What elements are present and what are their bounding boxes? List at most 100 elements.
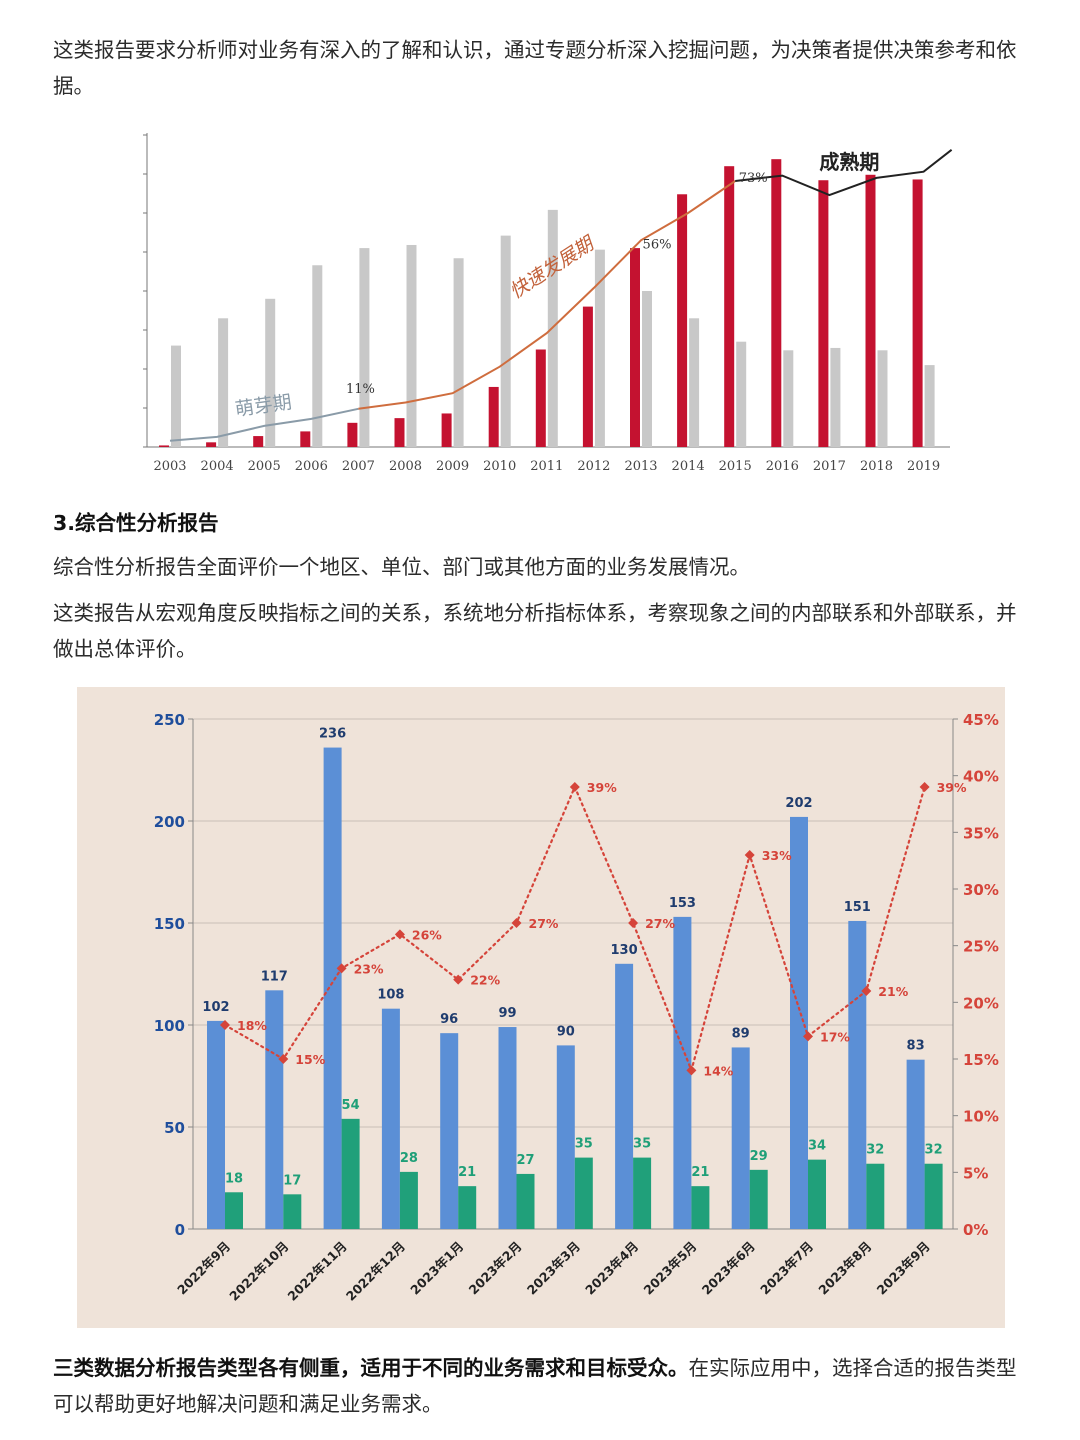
x-tick-label: 2023年9月: [874, 1239, 933, 1298]
bar-total-label: 236: [319, 727, 346, 742]
bar-sub-label: 32: [925, 1143, 943, 1158]
bar-gray-2006: [312, 265, 323, 447]
bar-sub-2023年5月: [691, 1186, 710, 1229]
rate-marker: [220, 1020, 230, 1030]
right-axis-tick: 15%: [963, 1051, 999, 1069]
bar-sub-2023年8月: [866, 1163, 885, 1229]
percent-label-2007: 11%: [346, 382, 375, 397]
section-heading-3: 3.综合性分析报告: [53, 511, 219, 535]
x-tick-label: 2012: [577, 459, 610, 474]
percent-label-2013: 56%: [643, 237, 672, 252]
rate-marker: [569, 782, 580, 792]
rate-label: 27%: [645, 916, 675, 931]
bar-red-2012: [582, 306, 593, 447]
bar-sub-2023年2月: [516, 1173, 535, 1229]
bar-gray-2012: [594, 249, 605, 447]
bar-gray-2009: [453, 258, 464, 447]
bar-sub-label: 35: [633, 1137, 651, 1152]
bar-red-2005: [253, 436, 264, 447]
right-axis-tick: 20%: [963, 994, 999, 1012]
phase-label-emerging: 萌芽期: [234, 391, 294, 421]
x-tick-label: 2017: [813, 459, 846, 474]
rate-label: 23%: [354, 961, 384, 976]
x-tick-label: 2009: [436, 459, 469, 474]
right-axis-tick: 10%: [963, 1108, 999, 1126]
bar-gray-2004: [218, 318, 229, 447]
x-tick-label: 2005: [248, 459, 281, 474]
x-tick-label: 2003: [153, 459, 186, 474]
bar-sub-2023年9月: [924, 1163, 943, 1229]
bar-red-2011: [535, 349, 546, 447]
bar-total-2023年7月: [790, 816, 808, 1229]
bar-red-2006: [300, 431, 311, 447]
x-tick-label: 2023年2月: [466, 1239, 525, 1298]
bar-sub-label: 27: [516, 1153, 534, 1168]
x-tick-label: 2022年12月: [343, 1239, 408, 1304]
conclusion-bold-text: 三类数据分析报告类型各有侧重，适用于不同的业务需求和目标受众。: [53, 1356, 689, 1380]
bar-red-2003: [159, 445, 169, 447]
x-tick-label: 2019: [907, 459, 940, 474]
bar-sub-label: 17: [283, 1173, 301, 1188]
left-axis-tick: 200: [154, 813, 185, 831]
x-tick-label: 2022年10月: [226, 1239, 291, 1304]
bar-sub-label: 54: [342, 1098, 360, 1113]
bar-sub-label: 18: [225, 1171, 243, 1186]
rate-label: 33%: [762, 848, 792, 863]
bar-sub-2022年9月: [225, 1192, 243, 1229]
rate-marker: [861, 986, 872, 996]
x-tick-label: 2008: [389, 459, 422, 474]
bar-red-2007: [347, 422, 358, 447]
bar-red-2017: [818, 180, 829, 448]
bar-total-label: 96: [440, 1012, 458, 1027]
bar-total-label: 99: [498, 1006, 516, 1021]
right-axis-tick: 40%: [963, 768, 999, 786]
bar-sub-2023年6月: [749, 1169, 768, 1229]
bar-sub-label: 34: [808, 1139, 826, 1154]
trend-line-growth: [358, 180, 736, 410]
bar-gray-2013: [642, 291, 652, 447]
left-axis-tick: 100: [154, 1017, 185, 1035]
bar-sub-label: 21: [458, 1165, 476, 1180]
rate-label: 21%: [878, 984, 908, 999]
paragraph-comprehensive-def: 综合性分析报告全面评价一个地区、单位、部门或其他方面的业务发展情况。: [53, 555, 750, 579]
x-tick-label: 2023年3月: [524, 1239, 583, 1298]
x-tick-label: 2023年5月: [640, 1239, 699, 1298]
x-tick-label: 2004: [201, 459, 234, 474]
x-tick-label: 2022年9月: [174, 1239, 233, 1298]
rate-marker: [628, 918, 639, 928]
bar-total-label: 89: [732, 1026, 750, 1041]
bar-total-2023年8月: [848, 920, 867, 1229]
rate-marker: [511, 918, 522, 928]
left-axis-tick: 50: [164, 1119, 185, 1137]
x-tick-label: 2006: [295, 459, 328, 474]
bar-gray-2017: [830, 347, 841, 447]
bar-total-2022年10月: [265, 990, 284, 1229]
bar-sub-label: 29: [750, 1149, 768, 1164]
bar-red-2018: [865, 174, 876, 447]
bar-total-2023年3月: [556, 1045, 575, 1229]
bar-total-2023年5月: [673, 916, 692, 1229]
bar-total-2022年11月: [323, 747, 342, 1229]
x-tick-label: 2007: [342, 459, 375, 474]
market-phase-chart: 2003 2004 2005 2006 2007 2008 2009 2010 2011 2012…: [143, 133, 953, 474]
x-tick-label: 2016: [766, 459, 799, 474]
bar-total-2023年4月: [615, 963, 634, 1229]
bar-gray-2015: [736, 341, 747, 447]
bar-total-2023年2月: [498, 1027, 517, 1229]
left-axis-tick: 150: [154, 915, 185, 933]
bar-total-2023年6月: [731, 1047, 750, 1229]
rate-label: 22%: [470, 973, 500, 988]
percent-label-2015: 73%: [739, 171, 768, 186]
bar-sub-2022年11月: [341, 1118, 360, 1229]
bar-sub-2023年4月: [633, 1157, 652, 1229]
left-axis-tick: 0: [175, 1221, 185, 1239]
bar-total-label: 153: [669, 896, 696, 911]
x-tick-label: 2023年4月: [582, 1239, 641, 1298]
rate-label: 14%: [703, 1063, 733, 1078]
bar-red-2010: [488, 386, 499, 447]
bar-total-label: 108: [377, 988, 404, 1003]
bar-sub-2022年12月: [399, 1171, 418, 1229]
right-axis-tick: 5%: [963, 1164, 988, 1182]
rate-marker: [744, 850, 755, 860]
